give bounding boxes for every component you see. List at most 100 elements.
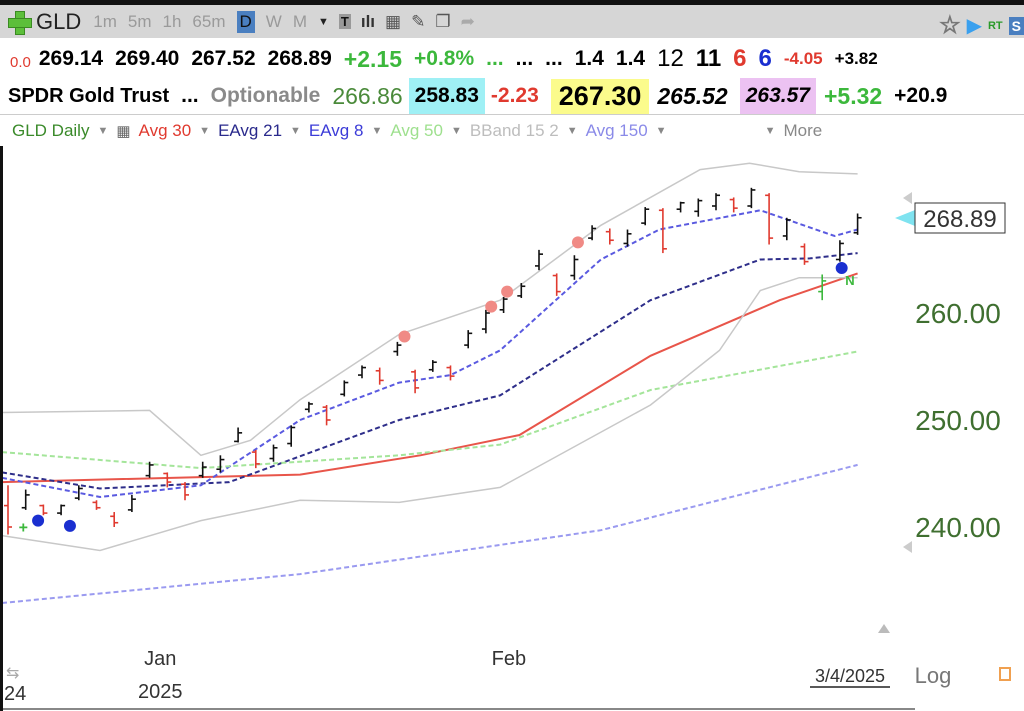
ohlc-bar [145,461,154,478]
indicator-avg30[interactable]: Avg 30 [138,120,192,140]
series-eavg-21 [1,252,858,490]
more-button[interactable]: More [783,120,823,140]
ohlc-bar [411,369,420,394]
refresh-arrows-icon[interactable]: ⇆ [6,663,19,682]
ohlc-bar [765,193,774,245]
quote-last: 268.89 [267,47,332,70]
ohlc-bar [428,360,437,372]
interval-weekly[interactable]: W [265,11,282,31]
interval-65m[interactable]: 65m [192,11,226,31]
y-tick-label: 260.00 [915,298,1001,329]
ohlc-bar [800,243,809,265]
date-label[interactable]: 3/4/2025 [815,666,885,686]
signal-dot [835,262,848,275]
chevron-down-icon[interactable]: ▼ [655,124,667,137]
pencil-icon[interactable]: ✎ [411,11,426,31]
s-menu-button[interactable]: S [1008,16,1024,35]
signal-dot [63,519,76,532]
ohlc-bar [623,229,632,247]
calendar-add-icon[interactable]: ▦ [385,11,402,31]
ohlc-bar [322,405,331,426]
indicator-avg150[interactable]: Avg 150 [585,120,648,140]
ohlc-bar [535,249,543,271]
chevron-down-icon[interactable]: ▼ [97,124,109,137]
interval-5m[interactable]: 5m [127,11,152,31]
info-v3: -2.23 [490,84,539,107]
ohlc-bar [251,449,260,469]
ohlc-bar [181,482,189,501]
grid-icon[interactable]: ▦ [116,122,131,140]
signal-dot [571,236,584,249]
flag-icon[interactable]: ▶ [966,15,982,37]
ohlc-bar [641,207,650,226]
indicator-bband[interactable]: BBand 15 2 [469,120,559,140]
quote-n2: 1.4 [615,47,646,70]
realtime-label[interactable]: RT [987,19,1003,32]
y-tick-label: 240.00 [915,512,1001,543]
chart-name[interactable]: GLD Daily [12,120,90,140]
scroll-left-icon-lower[interactable] [903,541,912,553]
signal-dot [501,285,514,298]
quote-n1: 1.4 [574,47,604,70]
chevron-down-icon[interactable]: ▼ [566,124,578,137]
scroll-up-icon[interactable] [878,624,890,633]
quote-dots-3: ... [545,47,563,70]
symbol-label[interactable]: GLD [36,8,82,34]
ohlc-bar [694,198,703,217]
quote-dots-1: ... [486,47,504,70]
ohlc-bar [375,367,384,385]
quote-n7: -4.05 [783,49,823,68]
text-tool-icon[interactable]: T [338,14,351,29]
chevron-down-icon[interactable]: ▼ [450,124,462,137]
quote-row: 0.0 269.14 269.40 267.52 268.89 +2.15 +0… [0,40,1024,78]
more-chevron-icon[interactable]: ▼ [764,124,776,137]
quote-high: 269.40 [115,47,180,70]
ohlc-bar [163,472,172,488]
info-v6: 263.57 [739,78,816,114]
interval-daily[interactable]: D [236,10,255,33]
interval-dropdown-icon[interactable]: ▼ [318,15,329,28]
ohlc-bar [499,296,508,313]
interval-monthly[interactable]: M [292,11,307,31]
interval-1m[interactable]: 1m [93,11,117,31]
quote-n5: 6 [733,45,747,72]
bar-chart-icon[interactable]: ılı [360,11,376,31]
scroll-left-icon[interactable] [903,192,912,204]
ohlc-bar [304,401,313,413]
log-toggle[interactable]: Log [915,663,952,688]
ohlc-bar [340,380,349,397]
series-bband-upper [1,162,858,457]
quote-pct: +0.8% [414,47,475,70]
lock-icon[interactable] [999,667,1011,681]
ohlc-bar [393,341,402,356]
chevron-down-icon[interactable]: ▼ [290,124,301,137]
indicator-avg50[interactable]: Avg 50 [390,120,443,140]
annotation-label: + [19,519,28,536]
ohlc-bar [216,455,225,473]
quote-n3: 12 [657,45,684,72]
signal-dot [32,514,45,527]
ohlc-bar [127,494,136,513]
share-icon[interactable]: ➦ [460,11,475,31]
notes-icon[interactable]: ❐ [435,11,451,31]
chevron-down-icon[interactable]: ▼ [371,124,383,137]
indicator-eavg8[interactable]: EAvg 8 [308,120,364,140]
ohlc-bar [605,228,614,245]
price-chart[interactable]: N + 240.00 250.00 260.00 Jan 2025 Feb 268.89 3… [0,146,1024,711]
ohlc-bar [658,208,667,254]
indicator-bar: GLD Daily ▼ ▦ Avg 30 ▼ EAvg 21 ▼ EAvg 8 ▼ Av… [0,114,1024,146]
ohlc-bar [747,187,756,209]
info-v1: 266.86 [332,82,403,109]
indicator-eavg21[interactable]: EAvg 21 [218,120,283,140]
last-price-box [914,202,1006,234]
add-symbol-icon[interactable] [8,10,32,35]
ohlc-bar [712,193,720,211]
star-icon[interactable]: ☆ [939,12,961,40]
chevron-down-icon[interactable]: ▼ [199,124,211,137]
y-tick-label: 250.00 [915,405,1001,436]
ohlc-bar [818,274,827,301]
info-row: SPDR Gold Trust ... Optionable 266.86 25… [0,78,1024,114]
interval-1h[interactable]: 1h [162,11,182,31]
optionable-label: Optionable [210,84,321,107]
info-v2: 258.83 [408,78,485,114]
